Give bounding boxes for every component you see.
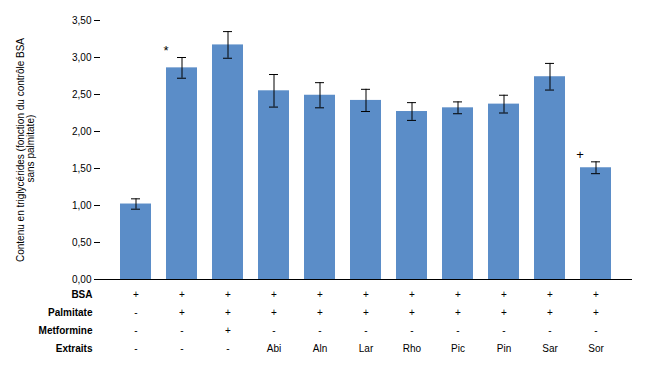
svg-text:3,50: 3,50 — [72, 15, 92, 26]
svg-text:-: - — [548, 325, 551, 336]
svg-text:Rho: Rho — [403, 343, 422, 354]
svg-text:+: + — [363, 307, 369, 318]
svg-text:+: + — [576, 147, 584, 162]
svg-text:Lar: Lar — [359, 343, 374, 354]
svg-text:+: + — [271, 289, 277, 300]
svg-text:Extraits: Extraits — [56, 343, 93, 354]
svg-text:+: + — [133, 289, 139, 300]
svg-text:-: - — [502, 325, 505, 336]
svg-text:1,50: 1,50 — [72, 163, 92, 174]
svg-text:-: - — [272, 325, 275, 336]
svg-text:+: + — [501, 289, 507, 300]
svg-text:*: * — [163, 43, 168, 58]
svg-text:Contenu en triglycérides (fonc: Contenu en triglycérides (fonction du co… — [15, 38, 36, 262]
svg-text:+: + — [179, 289, 185, 300]
svg-text:+: + — [547, 307, 553, 318]
svg-text:+: + — [409, 307, 415, 318]
svg-text:+: + — [501, 307, 507, 318]
svg-text:-: - — [134, 307, 137, 318]
svg-text:Pin: Pin — [497, 343, 511, 354]
svg-text:2,00: 2,00 — [72, 126, 92, 137]
svg-text:-: - — [410, 325, 413, 336]
svg-text:-: - — [180, 325, 183, 336]
svg-text:-: - — [226, 343, 229, 354]
svg-text:+: + — [455, 289, 461, 300]
svg-text:Abi: Abi — [267, 343, 281, 354]
svg-text:+: + — [225, 289, 231, 300]
svg-text:0,50: 0,50 — [72, 237, 92, 248]
svg-text:-: - — [594, 325, 597, 336]
svg-text:+: + — [593, 289, 599, 300]
svg-text:+: + — [271, 307, 277, 318]
svg-text:-: - — [134, 325, 137, 336]
svg-text:1,00: 1,00 — [72, 200, 92, 211]
svg-text:+: + — [317, 307, 323, 318]
svg-text:Palmitate: Palmitate — [48, 307, 93, 318]
svg-text:+: + — [225, 325, 231, 336]
svg-text:+: + — [409, 289, 415, 300]
svg-text:+: + — [225, 307, 231, 318]
svg-text:+: + — [593, 307, 599, 318]
svg-text:+: + — [547, 289, 553, 300]
svg-text:-: - — [456, 325, 459, 336]
svg-text:0,00: 0,00 — [72, 274, 92, 285]
svg-text:3,00: 3,00 — [72, 52, 92, 63]
svg-text:+: + — [455, 307, 461, 318]
svg-text:+: + — [179, 307, 185, 318]
svg-text:Metformine: Metformine — [39, 325, 93, 336]
svg-text:2,50: 2,50 — [72, 89, 92, 100]
svg-text:-: - — [364, 325, 367, 336]
svg-text:Sor: Sor — [588, 343, 604, 354]
svg-text:+: + — [317, 289, 323, 300]
svg-text:Sar: Sar — [542, 343, 558, 354]
svg-text:+: + — [363, 289, 369, 300]
svg-text:Aln: Aln — [313, 343, 327, 354]
svg-text:Pic: Pic — [451, 343, 465, 354]
svg-text:-: - — [134, 343, 137, 354]
svg-text:-: - — [318, 325, 321, 336]
svg-text:-: - — [180, 343, 183, 354]
svg-text:BSA: BSA — [71, 289, 92, 300]
